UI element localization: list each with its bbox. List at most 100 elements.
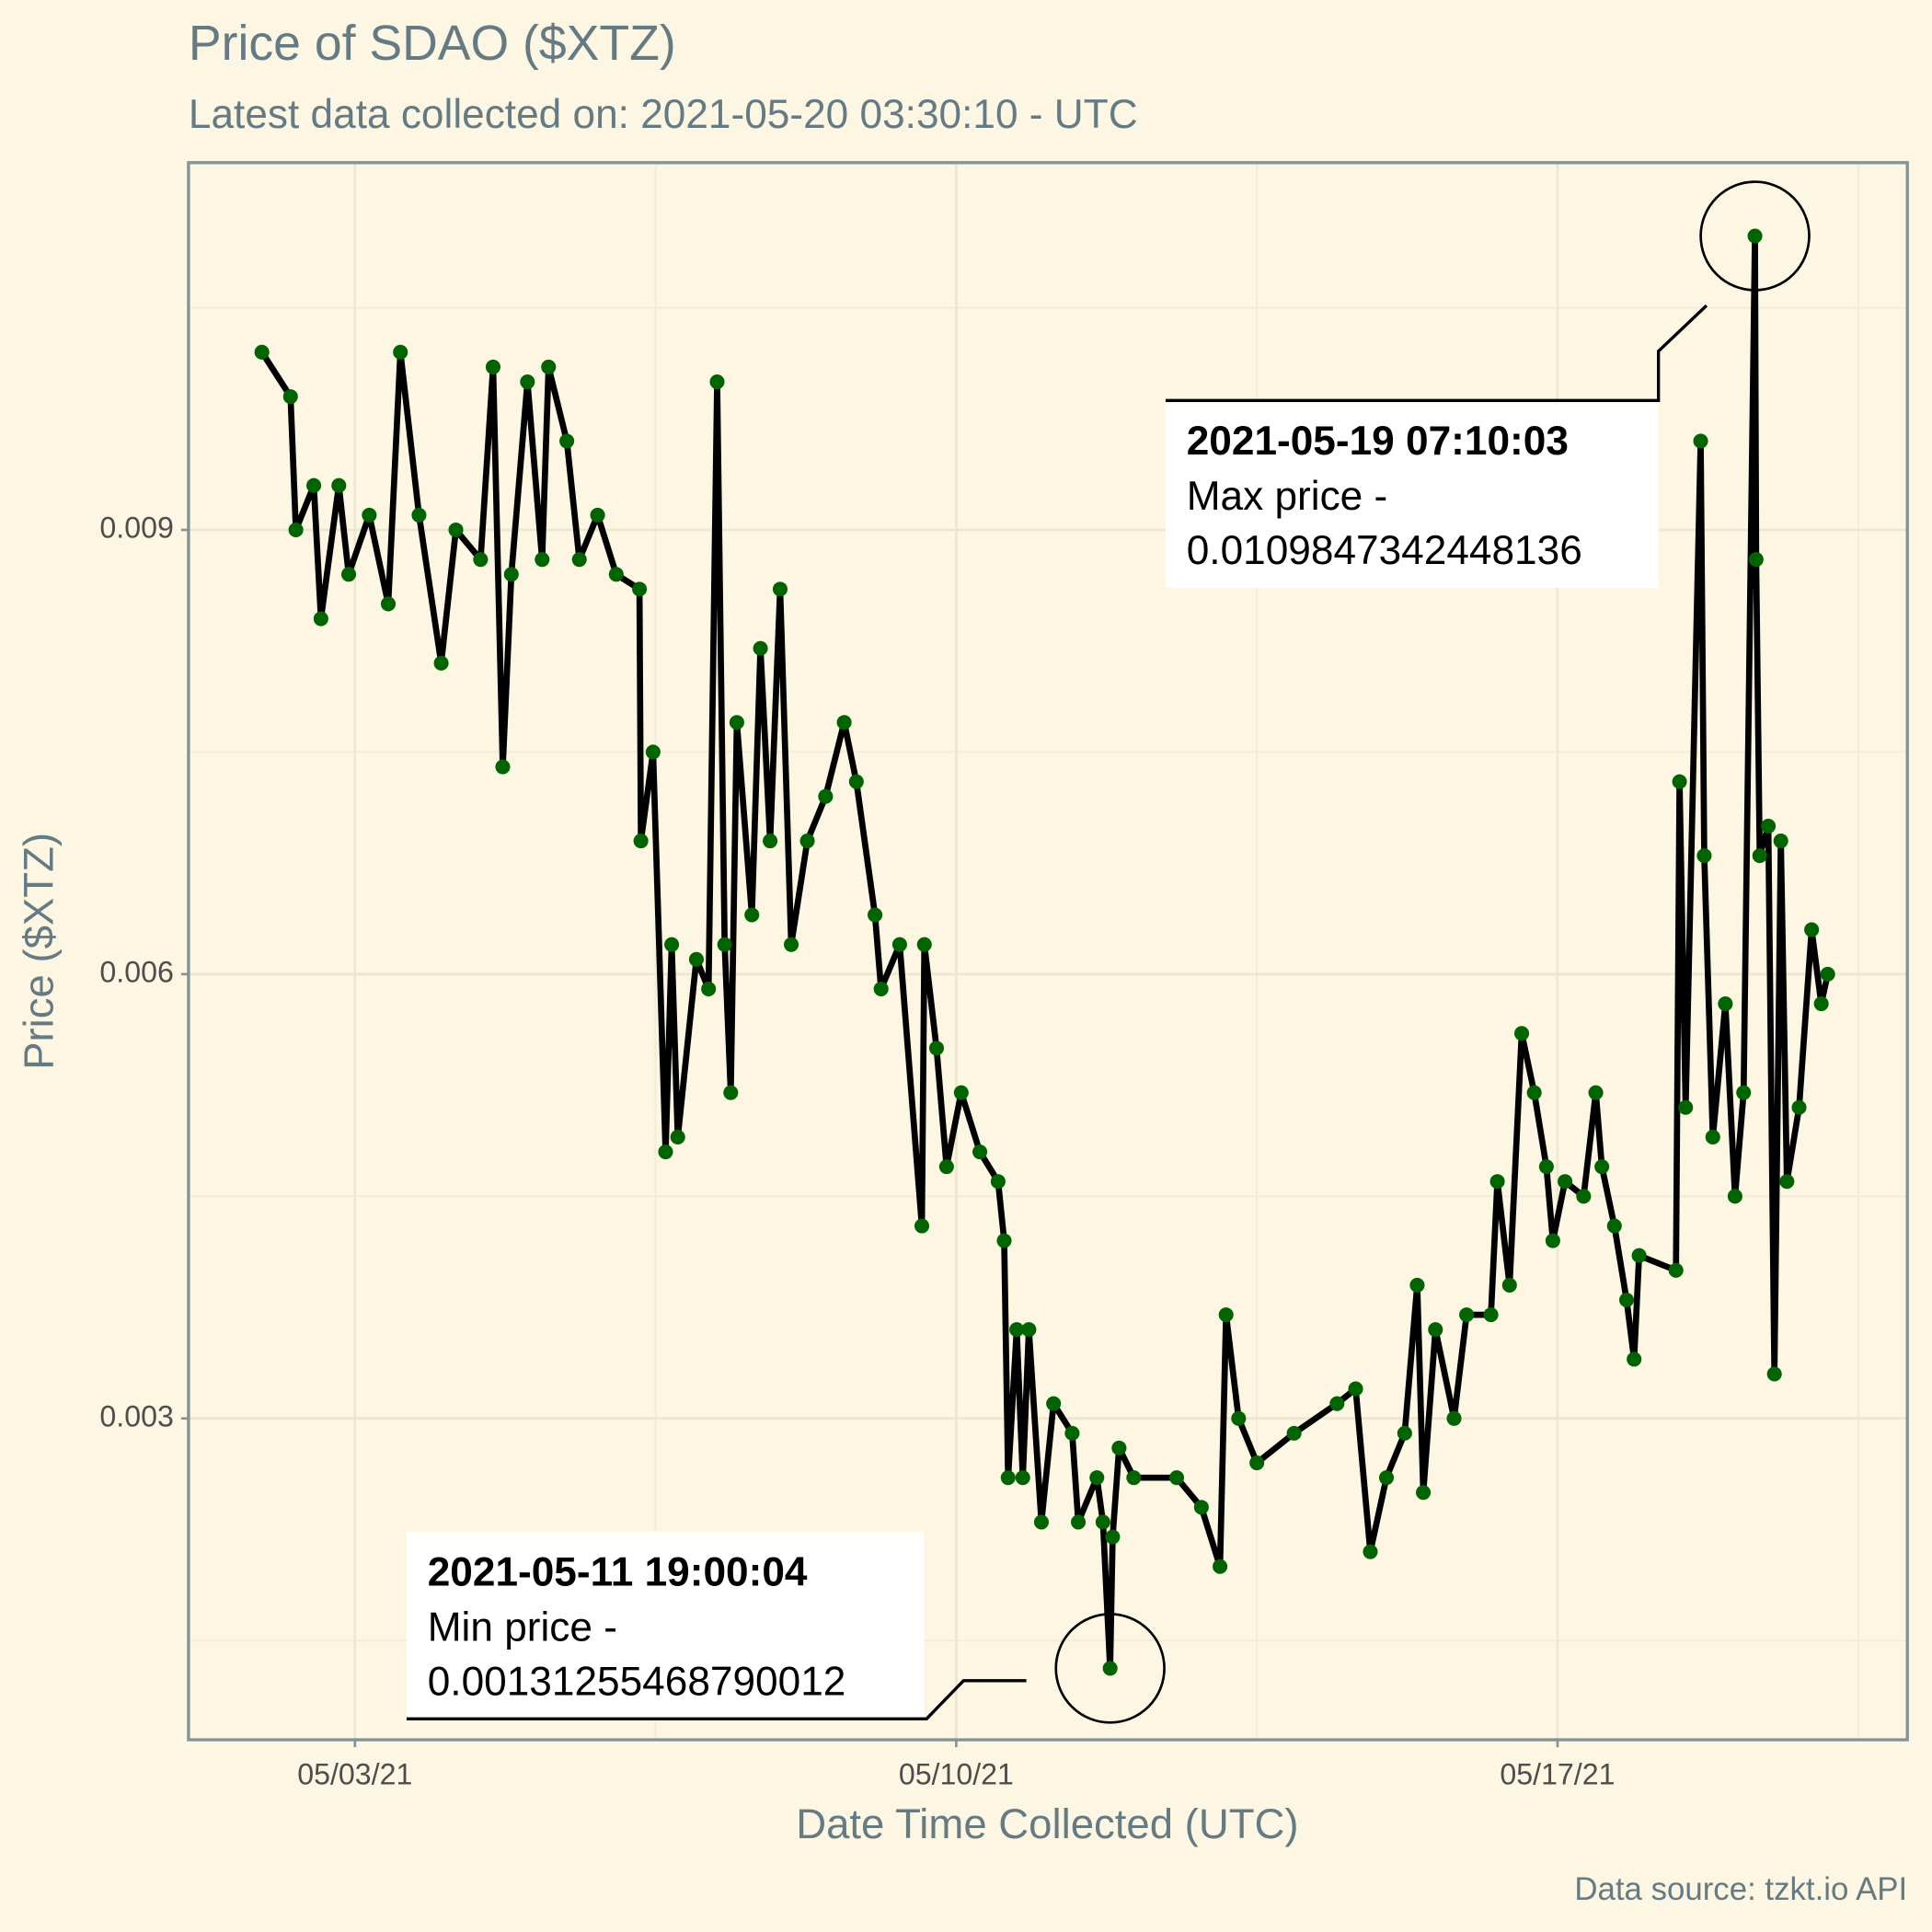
price-point [729,715,744,730]
price-point [1064,1425,1080,1441]
price-point [953,1085,969,1100]
price-point [990,1174,1006,1190]
x-tick-label: 05/03/21 [297,1758,412,1791]
price-point [1378,1470,1395,1486]
price-point [1672,774,1687,789]
price-point [836,715,852,730]
price-point [362,507,377,523]
price-point [1397,1425,1412,1441]
price-point [1446,1410,1462,1426]
price-point [1727,1189,1742,1204]
x-tick-label: 05/17/21 [1500,1758,1615,1791]
price-point [541,359,557,374]
price-point [1459,1307,1475,1323]
price-point [1588,1085,1604,1100]
price-point [1213,1558,1228,1574]
y-tick-label: 0.003 [99,1399,173,1432]
price-point [1070,1514,1087,1530]
price-point [1501,1277,1517,1293]
price-point [1678,1099,1694,1115]
y-axis-title: Price ($XTZ) [16,833,63,1070]
price-point [873,981,889,997]
price-point [1696,848,1712,864]
price-point [1416,1485,1432,1501]
price-point [723,1085,739,1100]
price-point [520,374,535,390]
price-point [1618,1292,1635,1308]
price-point [1631,1248,1647,1263]
price-point [1705,1129,1720,1144]
price-point [744,907,760,923]
annotation-value: 0.00131255468790012 [428,1659,846,1704]
annotation-box [406,1531,925,1719]
price-point [1111,1440,1127,1456]
price-point [1348,1381,1363,1397]
price-point [1545,1233,1560,1248]
price-point [664,937,680,952]
price-point [485,359,501,374]
price-point [1218,1307,1234,1323]
y-tick-label: 0.006 [99,955,173,988]
price-point [670,1129,685,1144]
price-point [709,374,725,390]
panel-border [187,161,1909,1742]
annotation-connector [406,1679,1027,1720]
price-point [1102,1661,1118,1676]
price-point [799,833,815,849]
price-point [1576,1189,1592,1204]
price-point [633,833,649,849]
price-point [972,1144,988,1160]
price-point [1009,1322,1025,1338]
price-point [433,655,449,671]
price-point [1489,1174,1505,1190]
price-point [1668,1262,1684,1278]
price-point [473,552,489,568]
price-point [1813,996,1829,1012]
price-point [996,1233,1012,1248]
price-point [1766,1366,1782,1382]
price-point [1046,1396,1062,1411]
price-point [1594,1159,1610,1175]
price-point [632,581,648,597]
price-point [1428,1322,1443,1338]
price-point [1526,1085,1542,1100]
price-line [259,233,1831,1672]
annotations: 2021-05-19 07:10:03 Max price - 0.01098473… [406,180,1811,1724]
price-point [1231,1410,1247,1426]
price-point [763,833,778,849]
x-tick-label: 05/10/21 [899,1758,1014,1791]
price-point [928,1041,945,1056]
x-axis-title: Date Time Collected (UTC) [796,1800,1298,1847]
price-point [1363,1544,1378,1559]
price-point [1483,1307,1499,1323]
price-point [914,1218,930,1234]
price-point [340,567,357,582]
price-point [688,951,704,967]
price-point [495,759,511,775]
price-point [590,507,605,523]
annotation-label: Min price - [428,1605,617,1650]
price-point [938,1159,954,1175]
price-point [916,937,932,952]
price-point [380,596,397,612]
price-point [608,567,624,582]
price-point [503,567,519,582]
price-point [448,522,464,538]
price-point [1693,433,1708,449]
annotation-box [1165,400,1659,588]
price-point [868,907,883,923]
annotation-label: Max price - [1187,474,1388,519]
price-point [1558,1174,1573,1190]
price-point [1126,1470,1142,1486]
highlight-circle [1054,1613,1166,1724]
price-point [1748,552,1764,568]
price-point [1779,1174,1795,1190]
annotation-connector [1165,304,1708,402]
chart-subtitle: Latest data collected on: 2021-05-20 03:… [189,92,1138,137]
highlight-circle [1699,180,1811,292]
price-point [1000,1470,1016,1486]
price-point [1791,1099,1807,1115]
price-point [1105,1529,1121,1545]
